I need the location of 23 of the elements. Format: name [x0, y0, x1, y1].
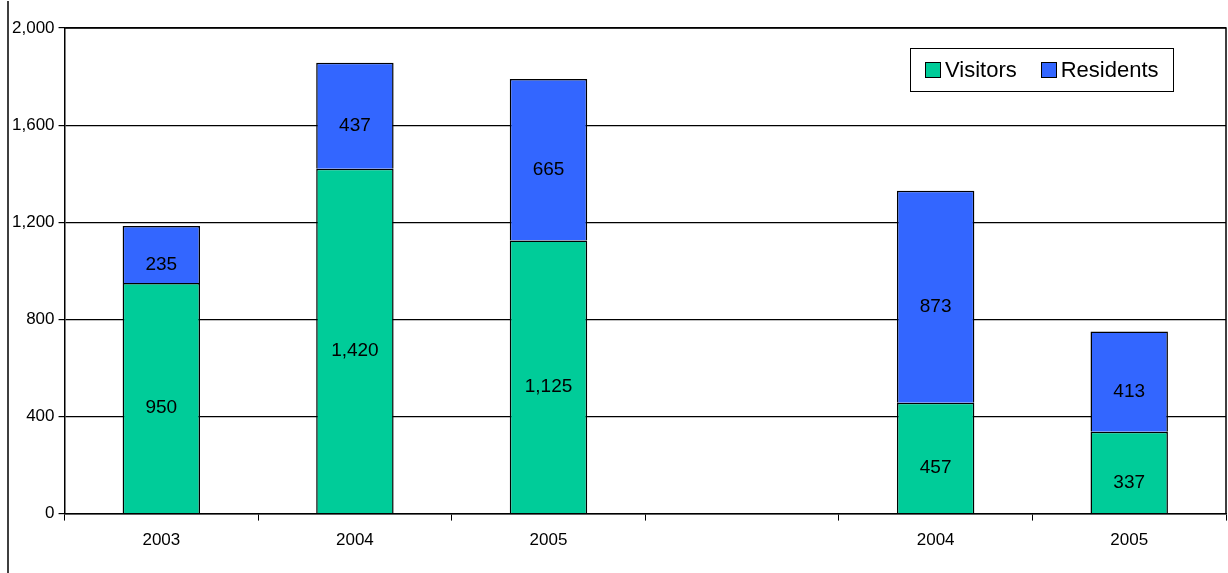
y-tick-label: 400 — [26, 406, 55, 426]
data-label: 235 — [145, 252, 178, 274]
x-tick-label: 2003 — [142, 530, 181, 550]
x-tick-label: 2004 — [335, 530, 374, 550]
data-label: 1,125 — [524, 374, 573, 396]
y-tick-label: 0 — [45, 503, 55, 523]
y-tick-label: 1,600 — [11, 114, 55, 134]
data-label: 873 — [919, 294, 952, 316]
y-tick-label: 1,200 — [11, 211, 55, 231]
x-tick-label: 2005 — [529, 530, 568, 550]
y-tick-label: 2,000 — [11, 17, 55, 37]
data-label: 1,420 — [331, 339, 379, 361]
data-label: 665 — [532, 157, 565, 179]
legend-label: Residents — [1060, 57, 1159, 83]
data-label: 950 — [145, 396, 178, 418]
data-label: 437 — [339, 114, 371, 136]
data-label: 413 — [1113, 379, 1146, 401]
y-tick-label: 800 — [26, 309, 55, 329]
x-tick-label: 2004 — [916, 530, 955, 550]
data-label: 457 — [919, 456, 952, 478]
legend-label: Visitors — [945, 57, 1017, 83]
x-tick-label: 2005 — [1110, 530, 1149, 550]
data-label: 337 — [1113, 470, 1146, 492]
